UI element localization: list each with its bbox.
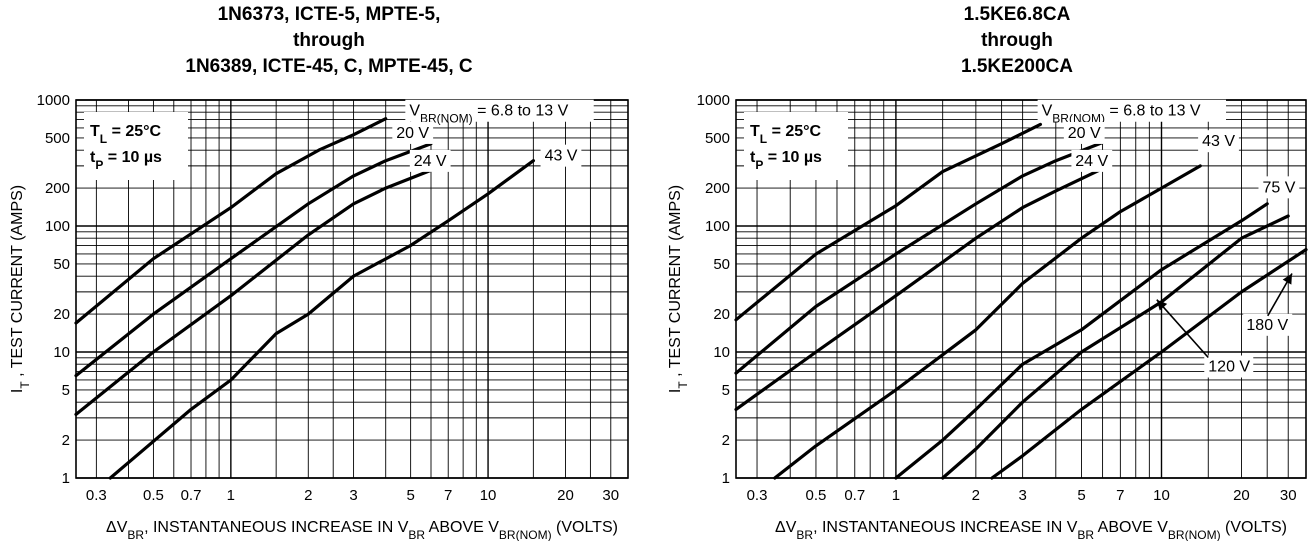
x-axis-label: ΔVBR, INSTANTANEOUS INCREASE IN VBR ABOV… [775, 519, 1287, 541]
y-tick-label: 10 [713, 344, 730, 361]
series-line-75-v [894, 202, 1269, 480]
x-tick-label: 10 [1153, 487, 1170, 504]
condition-pulse: tP = 10 µs [90, 149, 162, 172]
y-tick-label: 1000 [697, 92, 730, 109]
y-tick-label: 2 [62, 432, 70, 449]
x-tick-label: 0.3 [747, 487, 768, 504]
series-line-vbr-nom-6-8-to-13-v [74, 117, 388, 325]
series-label-75-v: 75 V [1262, 179, 1295, 196]
series-label-180-v: 180 V [1246, 317, 1288, 334]
series-label-24-v: 24 V [414, 153, 447, 170]
x-tick-label: 20 [1233, 487, 1250, 504]
x-tick-label: 0.7 [844, 487, 865, 504]
series-line-20-v [74, 142, 433, 378]
x-tick-label: 30 [602, 487, 619, 504]
series-line-vbr-nom-6-8-to-13-v [734, 122, 1042, 322]
y-tick-label: 20 [713, 306, 730, 323]
x-axis-label: ΔVBR, INSTANTANEOUS INCREASE IN VBR ABOV… [106, 519, 618, 541]
condition-pulse: tP = 10 µs [750, 149, 822, 172]
x-tick-label: 0.3 [86, 487, 107, 504]
series-line-180-v [990, 248, 1308, 480]
chart-plot-right: 0.3 0.5 0.7 1 2 3 5 7 10 20 30 1 2 5 10 20 50 100 200 500 10… [667, 92, 1308, 541]
y-axis-label: IT , TEST CURRENT (AMPS) [667, 185, 690, 393]
x-tick-label: 1 [227, 487, 235, 504]
y-tick-label: 500 [45, 130, 70, 147]
y-tick-label: 500 [705, 130, 730, 147]
x-tick-label: 30 [1280, 487, 1297, 504]
chart-title-line-1: 1.5KE6.8CA [963, 4, 1071, 25]
series-line-24-v [734, 164, 1110, 411]
y-tick-label: 5 [722, 382, 730, 399]
series-label-43-v: 43 V [545, 148, 578, 165]
series-line-43-v [108, 159, 536, 480]
y-tick-label: 100 [45, 218, 70, 235]
x-tick-label: 20 [557, 487, 574, 504]
x-tick-label: 0.5 [806, 487, 827, 504]
y-tick-label: 50 [713, 256, 730, 273]
x-tick-label: 0.5 [143, 487, 164, 504]
series-line-20-v [734, 140, 1105, 375]
chart-title-line-1: 1N6373, ICTE-5, MPTE-5, [217, 4, 441, 25]
callout-arrowhead [1282, 273, 1293, 285]
y-axis-label: IT , TEST CURRENT (AMPS) [9, 185, 32, 393]
x-tick-label: 7 [444, 487, 452, 504]
y-tick-label: 20 [53, 306, 70, 323]
chart-title-line-2: through [981, 30, 1053, 51]
chart-panel-left: 1N6373, ICTE-5, MPTE-5, through 1N6389, … [0, 2, 658, 541]
chart-title-line-3: 1.5KE200CA [961, 56, 1073, 77]
plot-frame [75, 99, 629, 479]
y-tick-label: 1 [62, 470, 70, 487]
chart-panel-right: 1.5KE6.8CA through 1.5KE200CA 0.3 0.5 0.7 1… [658, 0, 1316, 541]
conditions-box: TL = 25°C tP = 10 µs [744, 112, 848, 180]
callout-line [1156, 299, 1209, 359]
series-label-20-v: 20 V [1068, 125, 1101, 142]
x-tick-label: 7 [1116, 487, 1124, 504]
x-tick-label: 1 [892, 487, 900, 504]
y-tick-label: 1000 [37, 92, 70, 109]
conditions-box: TL = 25°C tP = 10 µs [84, 112, 188, 180]
y-tick-label: 200 [705, 180, 730, 197]
chart-title: 1N6373, ICTE-5, MPTE-5, through 1N6389, … [0, 2, 658, 80]
x-tick-label: 10 [480, 487, 497, 504]
chart-title: 1.5KE6.8CA through 1.5KE200CA [688, 2, 1316, 80]
series-label-120-v: 120 V [1208, 359, 1250, 376]
plot-frame [735, 99, 1307, 479]
chart-title-line-2: through [293, 30, 365, 51]
series-label-24-v: 24 V [1075, 153, 1108, 170]
series-label-43-v: 43 V [1202, 133, 1235, 150]
x-tick-label: 3 [1018, 487, 1026, 504]
series-line-120-v [941, 214, 1290, 480]
x-tick-label: 3 [349, 487, 357, 504]
x-tick-label: 0.7 [181, 487, 202, 504]
callout-arrowhead [1156, 299, 1168, 311]
chart-title-line-3: 1N6389, ICTE-45, C, MPTE-45, C [185, 56, 473, 77]
x-tick-label: 5 [1077, 487, 1085, 504]
series-label-vbr-nom-6-8-to-13-v: VBR(NOM) = 6.8 to 13 V [409, 103, 568, 126]
series-line-43-v [773, 164, 1202, 480]
x-tick-label: 2 [972, 487, 980, 504]
condition-temperature: TL = 25°C [90, 123, 162, 146]
condition-temperature: TL = 25°C [750, 123, 822, 146]
series-line-24-v [74, 162, 449, 416]
y-tick-label: 1 [722, 470, 730, 487]
y-tick-label: 100 [705, 218, 730, 235]
series-label-20-v: 20 V [396, 125, 429, 142]
chart-plot-left: 0.3 0.5 0.7 1 2 3 5 7 10 20 30 1 2 5 10 20 50 100 200 500 10… [9, 92, 629, 541]
y-tick-label: 5 [62, 382, 70, 399]
x-tick-label: 5 [406, 487, 414, 504]
x-tick-label: 2 [304, 487, 312, 504]
y-tick-label: 50 [53, 256, 70, 273]
y-tick-label: 10 [53, 344, 70, 361]
y-tick-label: 200 [45, 180, 70, 197]
y-tick-label: 2 [722, 432, 730, 449]
